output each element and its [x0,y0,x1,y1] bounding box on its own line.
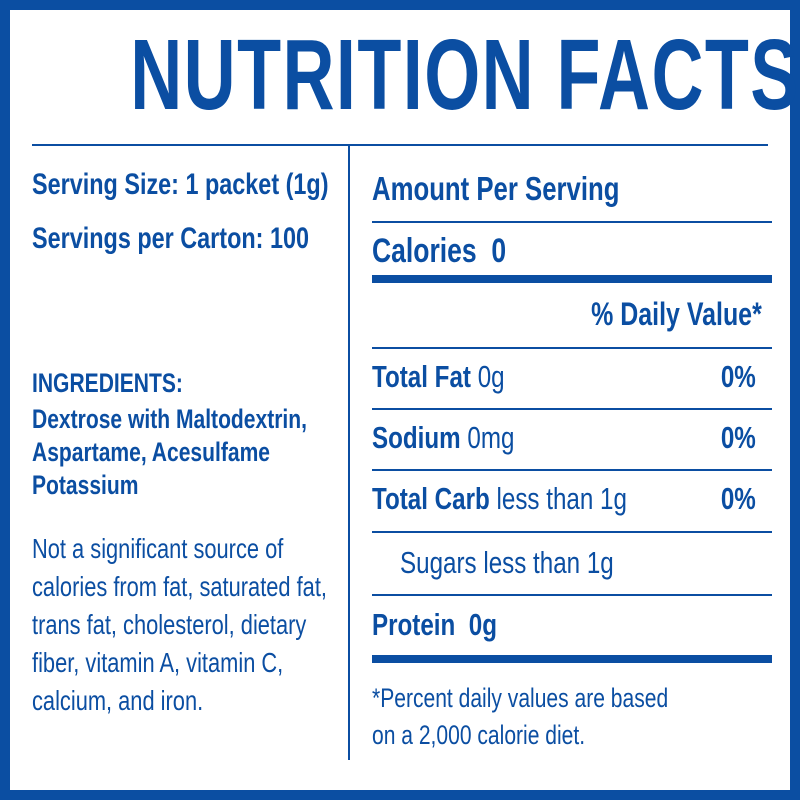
nutrition-note: Not a significant source of calories fro… [32,533,327,716]
title-divider [32,144,768,146]
thick-rule [372,275,772,283]
rule [372,469,772,471]
column-divider [348,144,350,760]
rule [372,221,772,223]
thick-rule [372,655,772,663]
total-carb-dv: 0% [721,481,756,516]
rule [372,594,772,596]
rule [372,531,772,533]
page-title: NUTRITION FACTS [0,18,800,133]
total-carb-row: Total Carb less than 1g [372,481,627,516]
footnote: *Percent daily values are based on a 2,0… [372,683,669,750]
sodium-row: Sodium 0mg [372,420,515,455]
sodium-dv: 0% [721,420,756,455]
calories: Calories 0 [372,232,507,270]
servings-per-carton: Servings per Carton: 100 [32,222,309,255]
title-text: NUTRITION FACTS [130,19,800,131]
sugars-row: Sugars less than 1g [400,545,614,580]
rule [372,408,772,410]
rule [372,347,772,349]
daily-value-header: % Daily Value* [591,296,762,332]
ingredients-heading: INGREDIENTS: [32,368,183,398]
serving-size: Serving Size: 1 packet (1g) [32,168,329,201]
amount-per-serving: Amount Per Serving [372,170,620,207]
ingredients-list: Dextrose with Maltodextrin, Aspartame, A… [32,404,307,500]
total-fat-dv: 0% [721,359,756,394]
total-fat-row: Total Fat 0g [372,359,505,394]
protein-row: Protein 0g [372,607,497,642]
